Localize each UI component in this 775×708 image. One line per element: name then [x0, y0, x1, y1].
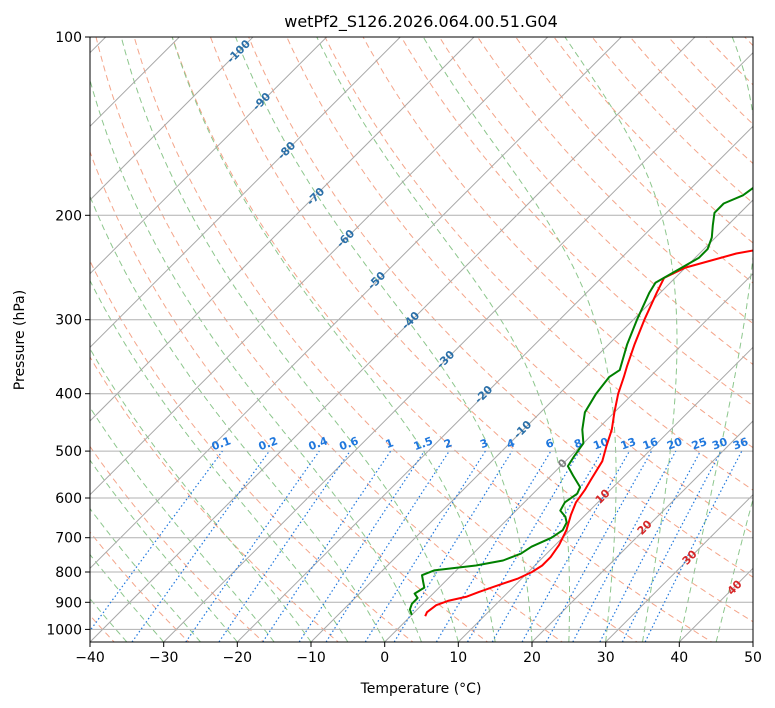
- moist-adiabat-line: [715, 497, 753, 642]
- isotherm-line: [236, 125, 753, 642]
- mixing-ratio-label: 2: [442, 436, 454, 451]
- y-tick-label: 100: [55, 30, 82, 46]
- y-axis-title: Pressure (hPa): [12, 290, 28, 390]
- x-tick-label: 0: [380, 650, 389, 666]
- isotherm-line: [90, 37, 549, 496]
- x-tick-label: 50: [744, 650, 762, 666]
- mixing-ratio-label: 0.2: [257, 434, 280, 453]
- mixing-ratio-label: 0.6: [338, 434, 361, 453]
- isotherm-line: [531, 420, 753, 642]
- mixing-ratio-line: [90, 450, 223, 632]
- moist-adiabat-line: [90, 406, 275, 642]
- y-tick-label: 300: [55, 313, 82, 329]
- x-tick-label: −30: [149, 650, 179, 666]
- moist-adiabat-line: [120, 37, 459, 642]
- dry-adiabat-line: [90, 259, 414, 642]
- mixing-ratio-label: 25: [690, 435, 709, 452]
- y-tick-label: 1000: [46, 622, 82, 638]
- mixing-ratio-label: 20: [665, 435, 684, 453]
- x-tick-label: 20: [523, 650, 541, 666]
- mixing-ratio-line: [545, 450, 653, 642]
- y-tick-label: 200: [55, 208, 82, 224]
- temperature-profile-line: [424, 249, 753, 617]
- mixing-ratio-label: 8: [572, 436, 584, 451]
- moist-adiabat-line: [90, 459, 238, 642]
- isotherm-line: [90, 37, 696, 642]
- y-tick-label: 700: [55, 531, 82, 547]
- moist-adiabat-line: [678, 37, 753, 642]
- x-tick-label: −40: [75, 650, 105, 666]
- mixing-ratio-label: 16: [641, 435, 660, 453]
- isotherm-line: [457, 346, 753, 642]
- moist-adiabat-line: [235, 37, 533, 642]
- x-tick-label: −10: [296, 650, 326, 666]
- mixing-ratio-line: [131, 450, 270, 642]
- mixing-ratio-label: 36: [731, 435, 750, 453]
- isotherm-line: [605, 493, 753, 642]
- dry-adiabat-line: [90, 150, 489, 642]
- moist-adiabat-line: [90, 279, 349, 642]
- y-tick-label: 500: [55, 444, 82, 460]
- mixing-ratio-label: 13: [619, 435, 638, 452]
- y-axis: 1000 900 800 700 600 500 400 300 200 100: [46, 30, 90, 638]
- line-labels: 0.1 0.2 0.4 0.6 1 1.5 2 3 4 6 8 10 13 16 20 25 30 36-100-…: [210, 37, 751, 598]
- x-tick-label: 30: [597, 650, 615, 666]
- isotherm-line: [90, 37, 328, 275]
- chart-title: wetPf2_S126.2026.064.00.51.G04: [284, 12, 558, 32]
- mixing-ratio-label: 0.1: [210, 434, 233, 453]
- mixing-ratio-label: 1.5: [412, 434, 435, 453]
- mixing-ratio-line: [262, 450, 392, 642]
- moist-adiabat-line: [422, 37, 617, 642]
- dewpoint-profile-line: [408, 186, 753, 616]
- x-axis-title: Temperature (°C): [360, 681, 482, 697]
- isotherm-line: [90, 37, 401, 349]
- moist-adiabat-line: [90, 507, 201, 642]
- mixing-ratio-label: 0.4: [307, 434, 330, 453]
- mixing-ratio-line: [325, 450, 450, 642]
- isotherm-line: [384, 272, 753, 642]
- plot-frame: [89, 36, 754, 643]
- isotherm-line: [310, 199, 753, 642]
- mixing-ratio-line: [393, 450, 513, 642]
- moist-adiabat-line: [171, 37, 496, 642]
- mixing-ratio-line: [572, 450, 677, 642]
- mixing-ratio-label: 4: [505, 436, 517, 451]
- plot-grid: [90, 37, 753, 642]
- mixing-ratio-line: [644, 450, 743, 642]
- mixing-ratio-line: [218, 450, 351, 642]
- y-tick-label: 600: [55, 491, 82, 507]
- moist-adiabat-line: [564, 37, 678, 642]
- isotherm-line: [90, 37, 622, 570]
- y-tick-label: 900: [55, 595, 82, 611]
- mixing-ratio-label: 3: [478, 436, 490, 451]
- mixing-ratio-line: [298, 450, 425, 642]
- moist-adiabat-line: [90, 78, 422, 642]
- mixing-ratio-line: [521, 450, 631, 642]
- mixing-ratio-line: [185, 450, 320, 642]
- isotherm-line: [163, 51, 753, 642]
- mixing-ratio-label: 6: [544, 436, 556, 451]
- sounding-series: [408, 186, 753, 617]
- mixing-ratio-label: 1: [384, 436, 396, 451]
- isotherm-line: [90, 37, 475, 422]
- mixing-ratio-label: 30: [710, 435, 729, 453]
- x-axis: −40 −30 −20 −10 0 10 20 30 40 50: [75, 642, 762, 666]
- x-tick-label: 40: [670, 650, 688, 666]
- isotherm-line: [90, 37, 254, 201]
- y-tick-label: 400: [55, 387, 82, 403]
- x-tick-label: −20: [223, 650, 253, 666]
- y-tick-label: 800: [55, 565, 82, 581]
- x-tick-label: 10: [449, 650, 467, 666]
- moist-adiabat-line: [90, 195, 386, 642]
